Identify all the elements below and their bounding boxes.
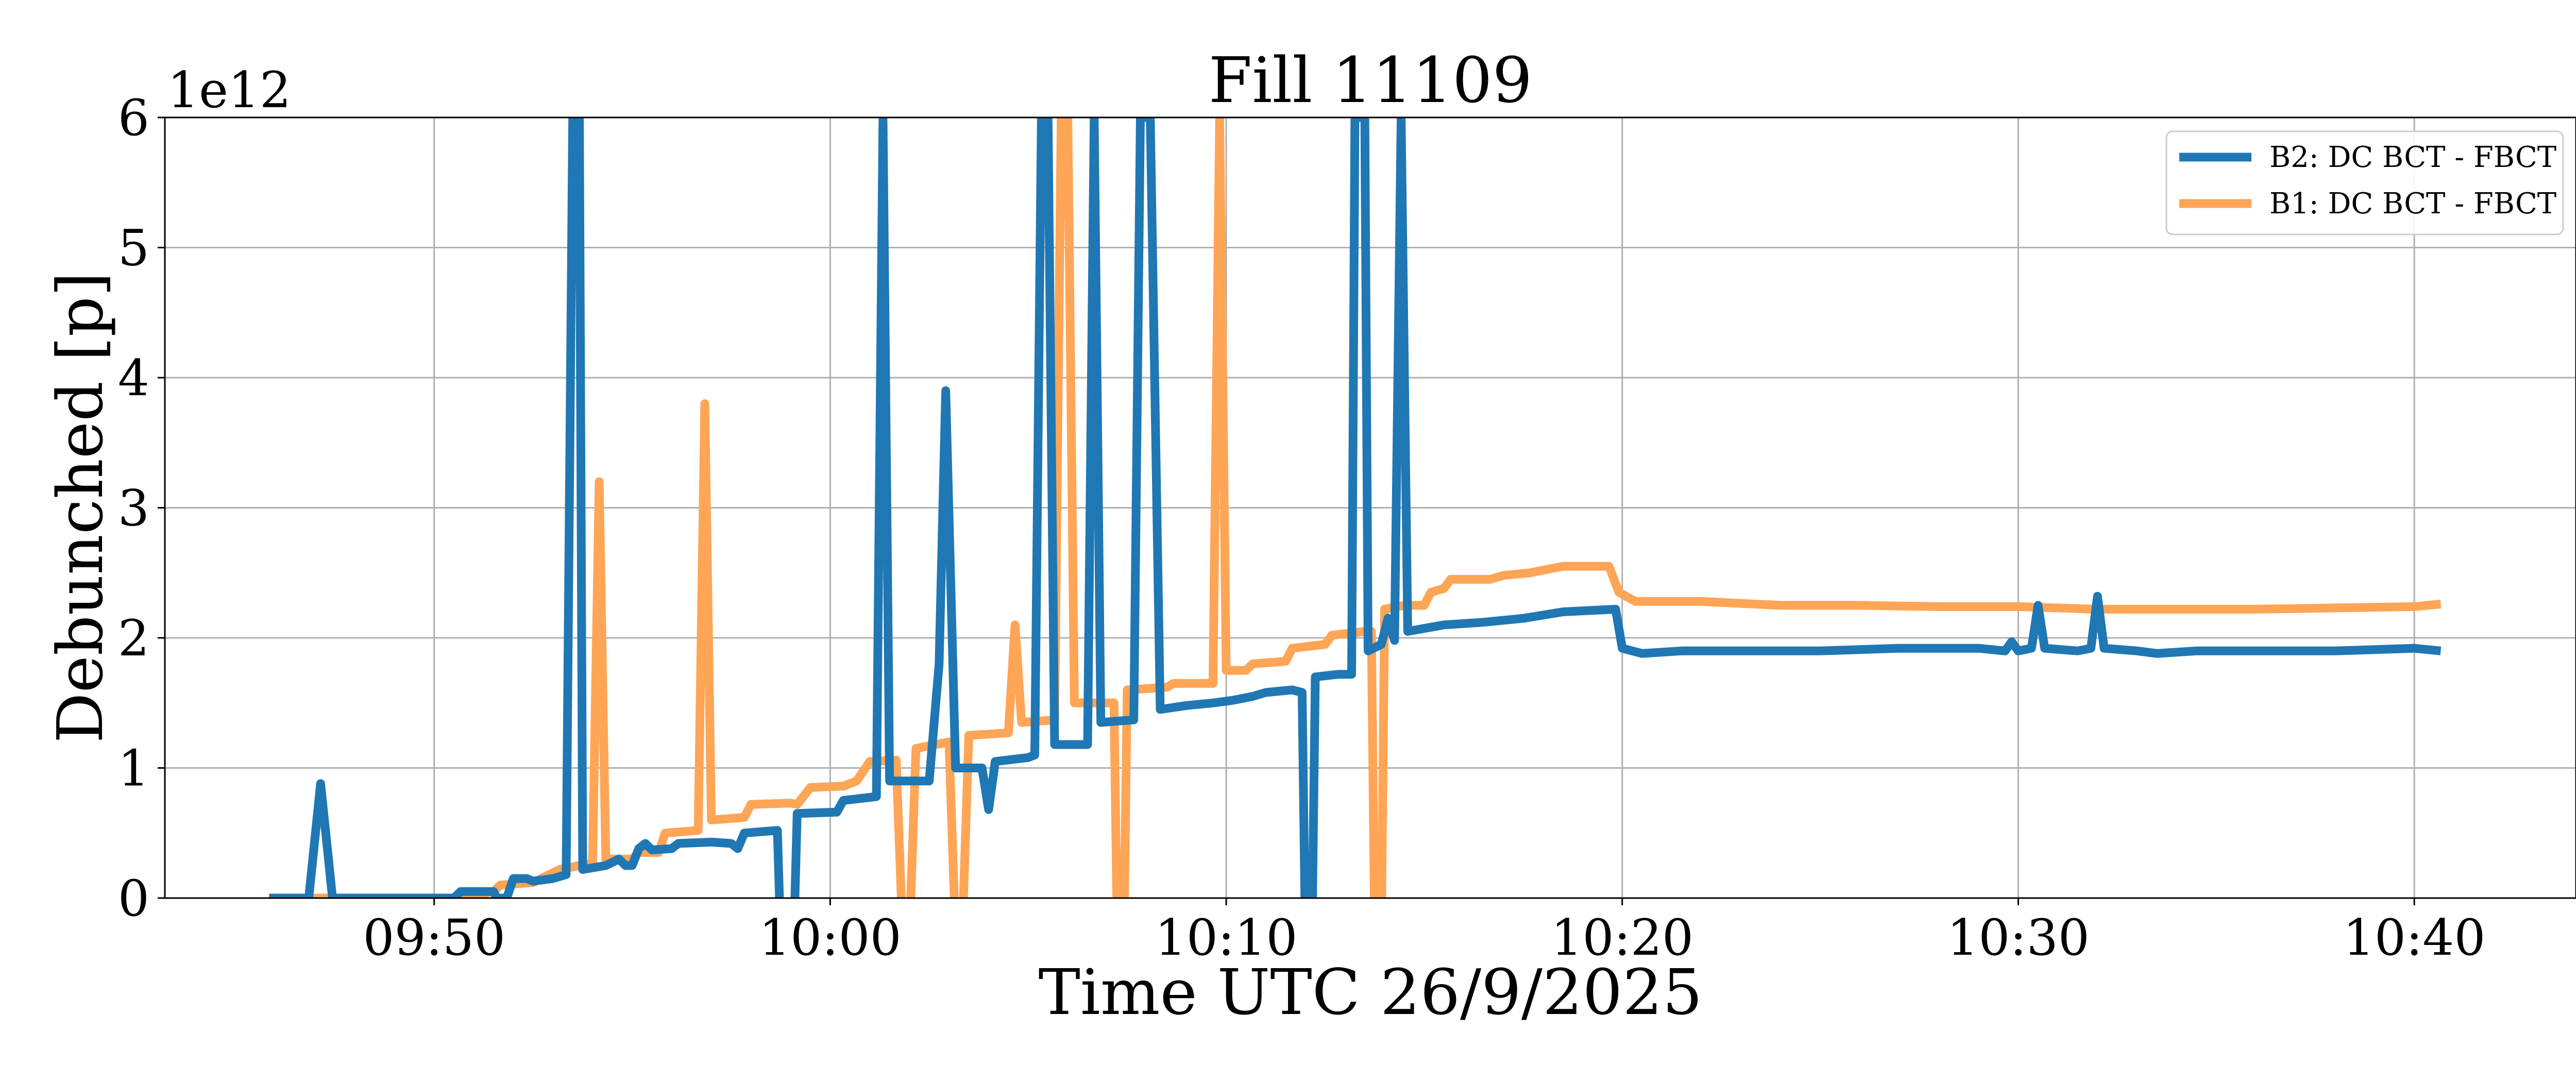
y-axis-ticks: 0 1 2 3 4 5 6: [118, 89, 165, 927]
y-tick-label: 0: [118, 870, 149, 927]
x-axis-label: Time UTC 26/9/2025: [1039, 956, 1703, 1029]
y-tick-label: 5: [118, 219, 149, 277]
x-axis-ticks: 09:50 10:00 10:10 10:20 10:30 10:40: [363, 898, 2485, 967]
x-tick-label: 10:30: [1947, 909, 2090, 967]
chart-title: Fill 11109: [1209, 44, 1533, 117]
legend-label-b2: B2: DC BCT - FBCT: [2269, 141, 2556, 174]
legend-box: [2165, 130, 2564, 235]
y-tick-label: 3: [118, 480, 149, 537]
y-axis-offset-text: 1e12: [167, 61, 291, 119]
y-tick-label: 1: [118, 740, 149, 798]
series-layer: [269, 117, 2442, 898]
series-line-b1: [269, 117, 2442, 898]
x-tick-label: 09:50: [363, 909, 505, 967]
y-tick-label: 4: [118, 349, 149, 407]
legend-label-b1: B1: DC BCT - FBCT: [2269, 187, 2556, 221]
y-axis-label: Debunched [p]: [44, 272, 117, 743]
legend: B2: DC BCT - FBCT B1: DC BCT - FBCT: [2165, 130, 2564, 235]
y-tick-label: 2: [118, 610, 149, 667]
series-line-b2: [269, 117, 2442, 898]
x-tick-label: 10:20: [1551, 909, 1693, 967]
y-tick-label: 6: [118, 89, 149, 147]
x-tick-label: 10:10: [1155, 909, 1298, 967]
x-tick-label: 10:00: [759, 909, 902, 967]
x-tick-label: 10:40: [2343, 909, 2486, 967]
